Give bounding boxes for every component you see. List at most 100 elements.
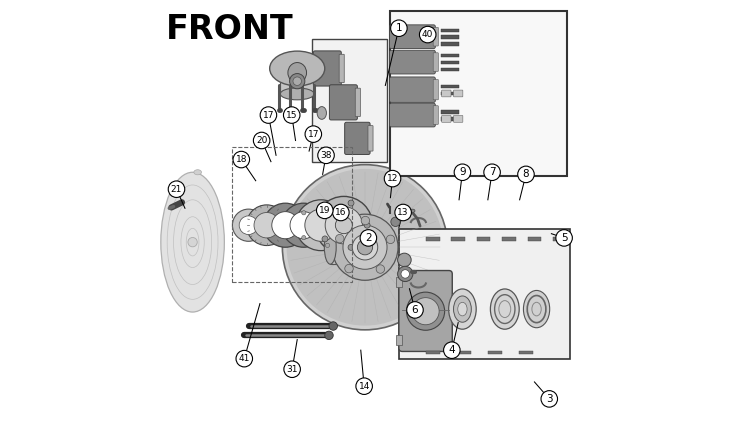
Ellipse shape [359,230,371,264]
Circle shape [247,205,287,246]
Text: 17: 17 [263,110,274,119]
Text: 14: 14 [358,382,370,391]
Bar [280,68,314,94]
Ellipse shape [453,296,472,322]
Circle shape [284,361,301,377]
Circle shape [322,236,328,242]
Text: 13: 13 [397,208,409,217]
Bar [441,117,459,121]
Circle shape [272,212,299,239]
Text: 38: 38 [320,151,331,160]
Circle shape [348,200,354,206]
Circle shape [282,203,326,247]
Circle shape [386,235,395,244]
FancyBboxPatch shape [390,25,435,48]
Ellipse shape [317,107,326,119]
Circle shape [384,170,401,187]
Text: 5: 5 [561,233,567,243]
Bar [528,238,541,241]
Bar [553,238,566,241]
Circle shape [168,181,185,198]
Text: 41: 41 [239,354,250,363]
Text: 8: 8 [523,170,529,179]
Text: 7: 7 [489,167,496,177]
FancyBboxPatch shape [433,79,438,100]
Bar [451,238,465,241]
Text: 21: 21 [171,185,182,194]
Text: 20: 20 [256,136,267,145]
Text: 4: 4 [448,345,455,355]
Circle shape [420,26,436,43]
Circle shape [348,244,354,250]
FancyBboxPatch shape [442,90,451,97]
Bar [441,54,459,57]
Circle shape [325,207,363,244]
Circle shape [254,212,280,238]
Circle shape [233,151,250,168]
Circle shape [361,216,369,225]
Circle shape [333,204,349,221]
Bar [426,238,439,241]
Circle shape [391,217,400,227]
Circle shape [358,240,372,255]
Text: 3: 3 [546,394,553,404]
Circle shape [325,331,333,340]
Circle shape [343,225,387,269]
Ellipse shape [458,302,467,316]
Circle shape [335,217,353,234]
Bar [231,147,353,282]
Circle shape [360,230,377,246]
Bar [441,35,459,39]
Bar [441,92,459,95]
Circle shape [407,292,445,330]
Circle shape [398,266,413,281]
Circle shape [296,200,346,251]
Text: 18: 18 [236,155,247,164]
Circle shape [326,203,330,207]
Ellipse shape [288,62,307,83]
Circle shape [317,202,333,218]
Circle shape [264,203,307,247]
FancyBboxPatch shape [453,116,463,122]
Circle shape [318,147,334,164]
Text: 19: 19 [319,206,331,215]
Bar [441,68,459,71]
Bar [477,238,491,241]
Circle shape [315,196,372,254]
Ellipse shape [280,88,314,100]
Circle shape [301,211,306,215]
Text: FRONT: FRONT [166,14,293,46]
Bar [488,351,502,354]
Circle shape [391,20,407,37]
Circle shape [398,253,411,267]
Circle shape [353,235,377,260]
Circle shape [326,243,330,247]
Ellipse shape [269,51,325,86]
Ellipse shape [410,209,415,212]
Text: 6: 6 [412,305,418,315]
Circle shape [395,204,412,221]
Bar [441,28,459,32]
Circle shape [283,107,300,123]
Circle shape [376,265,385,273]
Bar [399,230,570,359]
Circle shape [232,209,264,241]
FancyBboxPatch shape [453,90,463,97]
Bar [441,110,459,114]
Bar [441,42,459,45]
FancyBboxPatch shape [390,77,435,102]
FancyBboxPatch shape [390,103,435,127]
Circle shape [356,378,372,394]
Text: 9: 9 [459,167,466,177]
Circle shape [454,164,471,181]
Circle shape [401,270,410,278]
Circle shape [290,212,317,239]
Circle shape [484,164,500,181]
Circle shape [301,235,306,240]
Text: 17: 17 [307,130,319,139]
Circle shape [556,230,572,246]
Text: 40: 40 [422,30,434,39]
Circle shape [340,223,345,227]
Circle shape [412,298,439,325]
FancyBboxPatch shape [442,116,451,122]
